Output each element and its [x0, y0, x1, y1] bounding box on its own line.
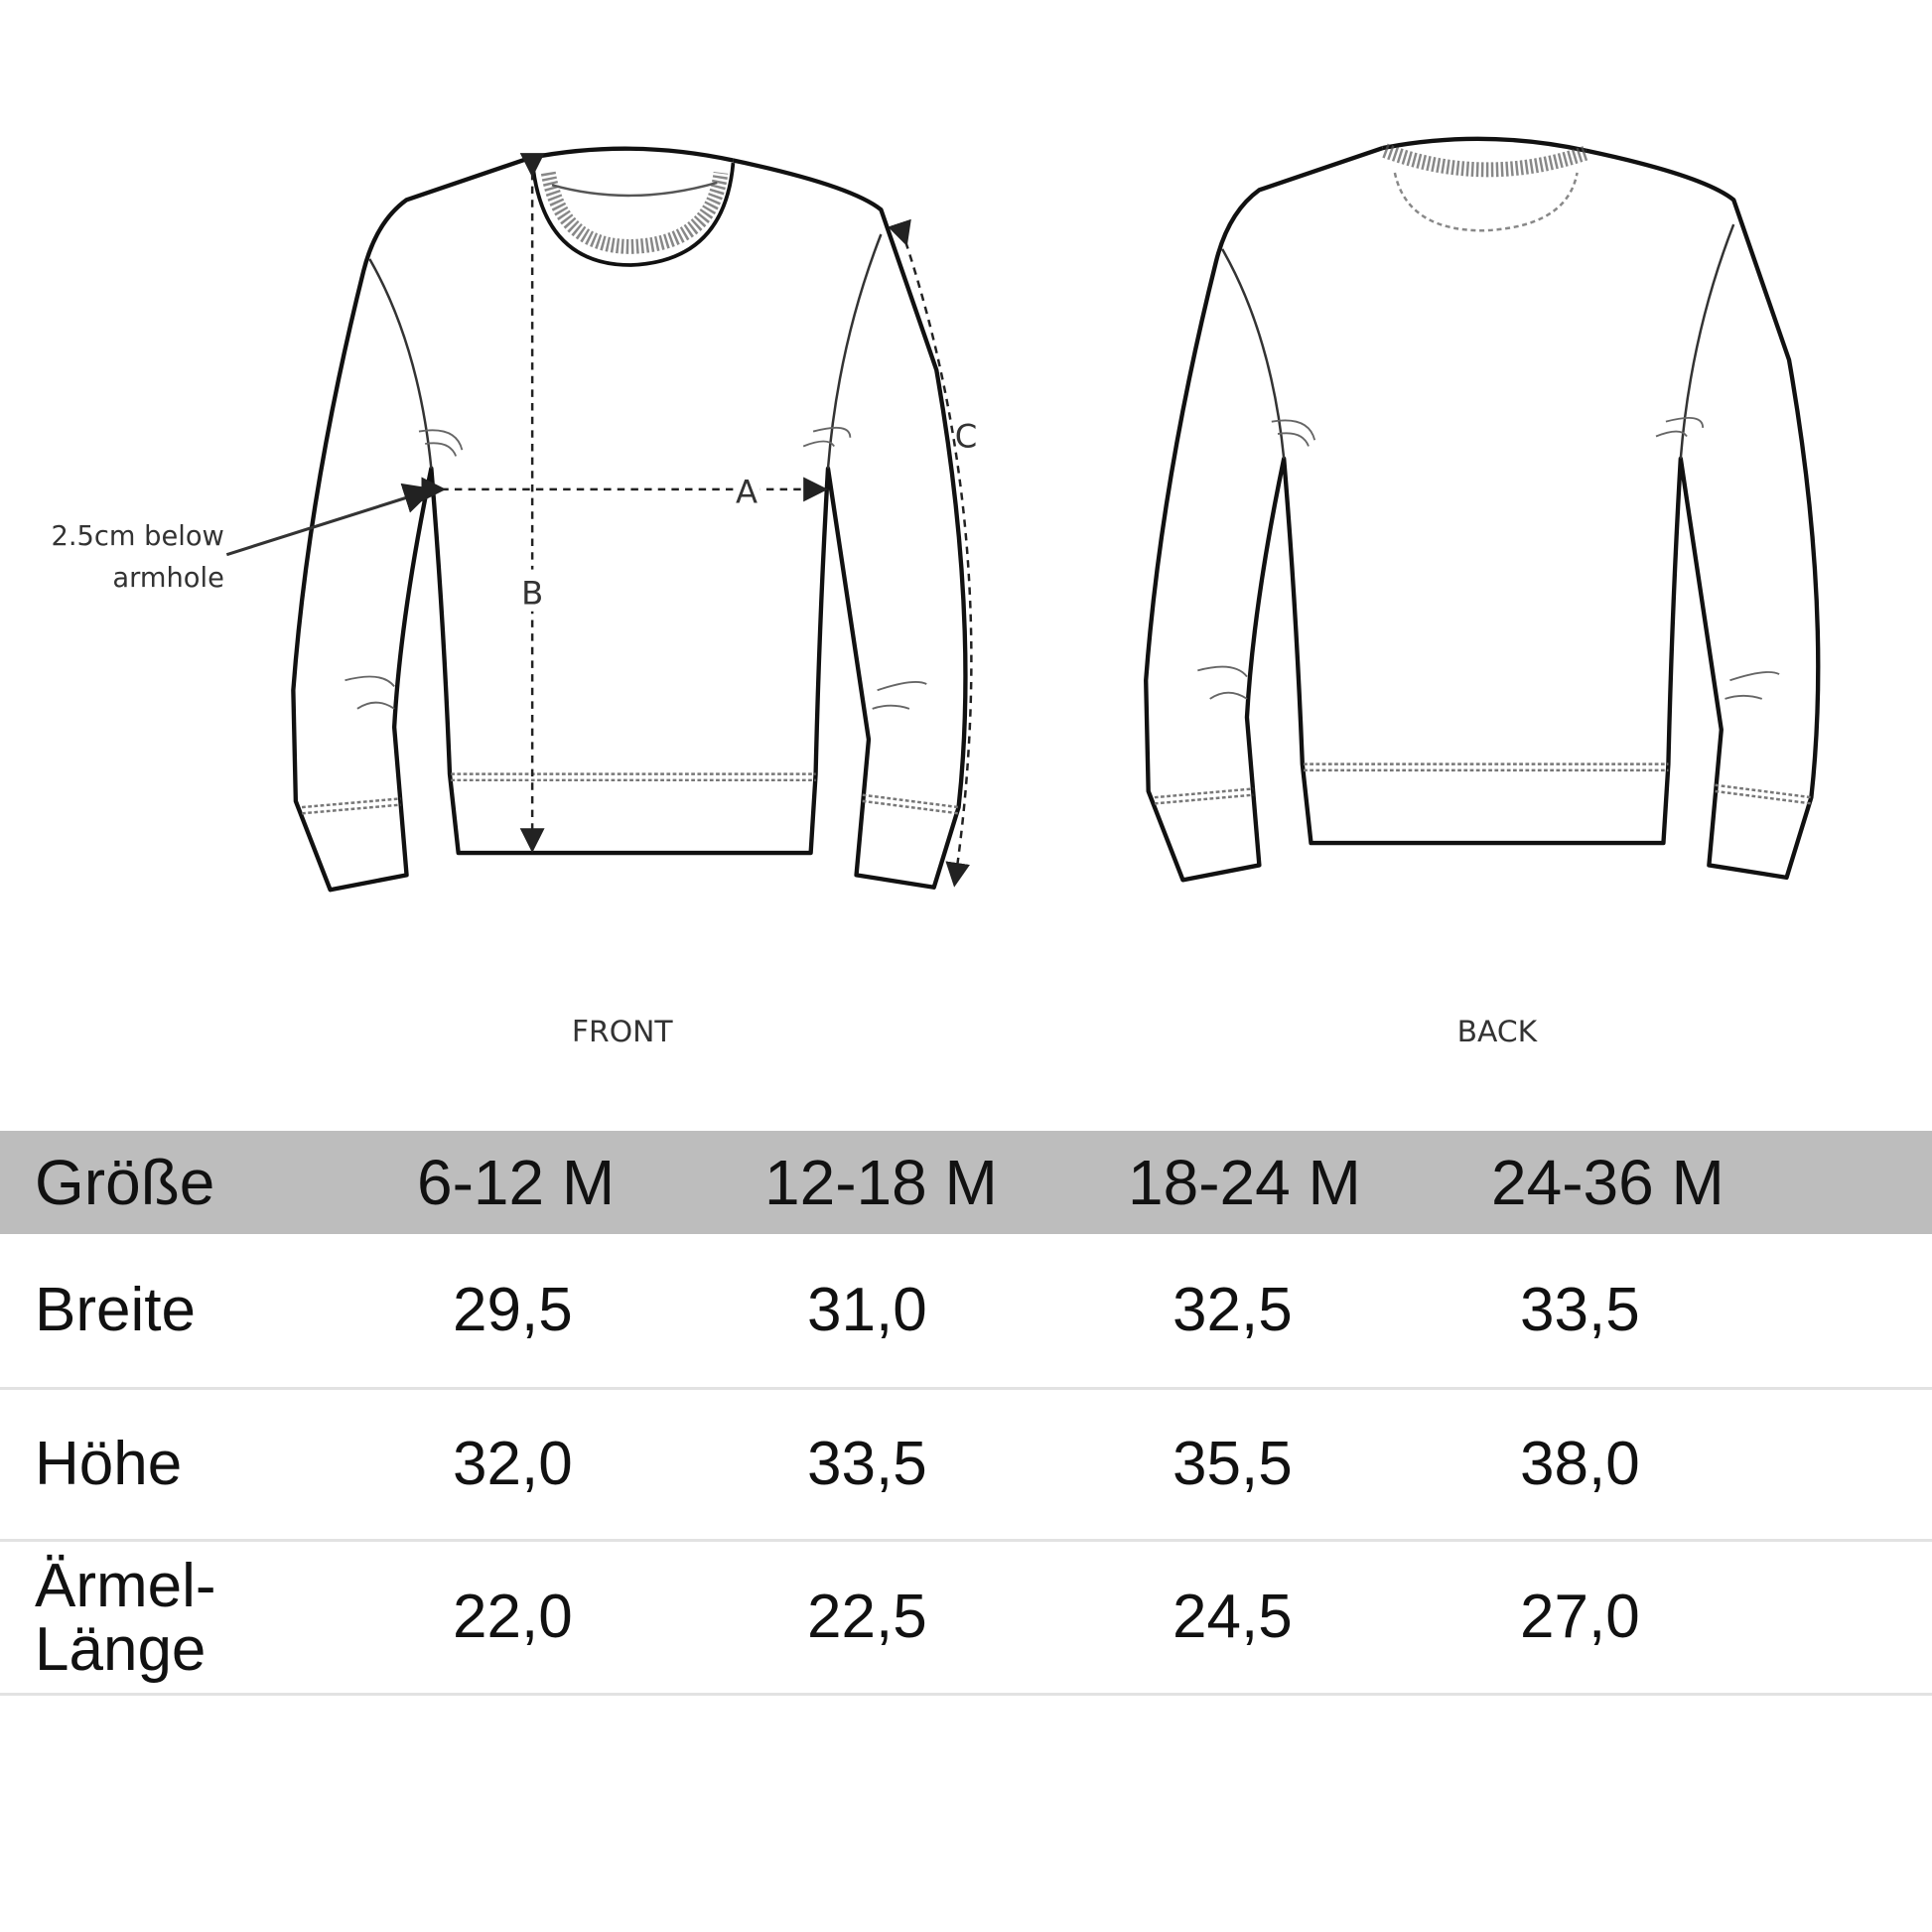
table-row-aermellaenge: Ärmel- Länge 22,0 22,5 24,5 27,0: [0, 1540, 1932, 1694]
armhole-annotation-line1: 2.5cm below: [51, 521, 223, 552]
table-cell: 33,5: [1520, 1276, 1640, 1345]
sweater-diagram: A B C 2.5cm below armhole FRONT BACK: [51, 136, 1932, 1049]
table-cell: 33,5: [807, 1430, 927, 1498]
armhole-annotation-line2: armhole: [112, 563, 223, 594]
table-cell: 22,0: [453, 1583, 573, 1651]
table-row-breite: Breite 29,5 31,0 32,5 33,5: [0, 1234, 1932, 1388]
row-label-line2: Länge: [35, 1615, 207, 1684]
measure-c-label: C: [955, 418, 978, 456]
size-header-cell: 24-36 M: [1491, 1147, 1725, 1218]
table-cell: 22,5: [807, 1583, 927, 1651]
table-cell: 38,0: [1520, 1430, 1640, 1498]
size-header-cell: 12-18 M: [764, 1147, 998, 1218]
measure-a-label: A: [736, 474, 758, 511]
size-header-label: Größe: [35, 1147, 215, 1218]
size-header-row: Größe 6-12 M 12-18 M 18-24 M 24-36 M: [0, 1131, 1932, 1234]
row-label-line1: Ärmel-: [35, 1552, 216, 1620]
measure-b-label: B: [521, 574, 543, 612]
back-view: BACK: [1146, 136, 1818, 1049]
row-label: Ärmel- Länge: [0, 1540, 417, 1694]
table-cell: 27,0: [1520, 1583, 1640, 1651]
row-label: Höhe: [35, 1430, 183, 1498]
row-label: Breite: [35, 1276, 196, 1345]
front-view: A B C 2.5cm below armhole FRONT: [51, 146, 978, 1049]
table-cell: 31,0: [807, 1276, 927, 1345]
front-label: FRONT: [572, 1015, 673, 1049]
table-cell: 35,5: [1173, 1430, 1293, 1498]
back-label: BACK: [1457, 1015, 1539, 1049]
size-table: Größe 6-12 M 12-18 M 18-24 M 24-36 M Bre…: [0, 1131, 1932, 1696]
size-header-cell: 6-12 M: [417, 1147, 616, 1218]
size-header-cell: 18-24 M: [1128, 1147, 1361, 1218]
table-cell: 32,5: [1173, 1276, 1293, 1345]
table-cell: 24,5: [1173, 1583, 1293, 1651]
table-cell: 32,0: [453, 1430, 573, 1498]
table-row-hoehe: Höhe 32,0 33,5 35,5 38,0: [0, 1388, 1932, 1540]
table-cell: 29,5: [453, 1276, 573, 1345]
